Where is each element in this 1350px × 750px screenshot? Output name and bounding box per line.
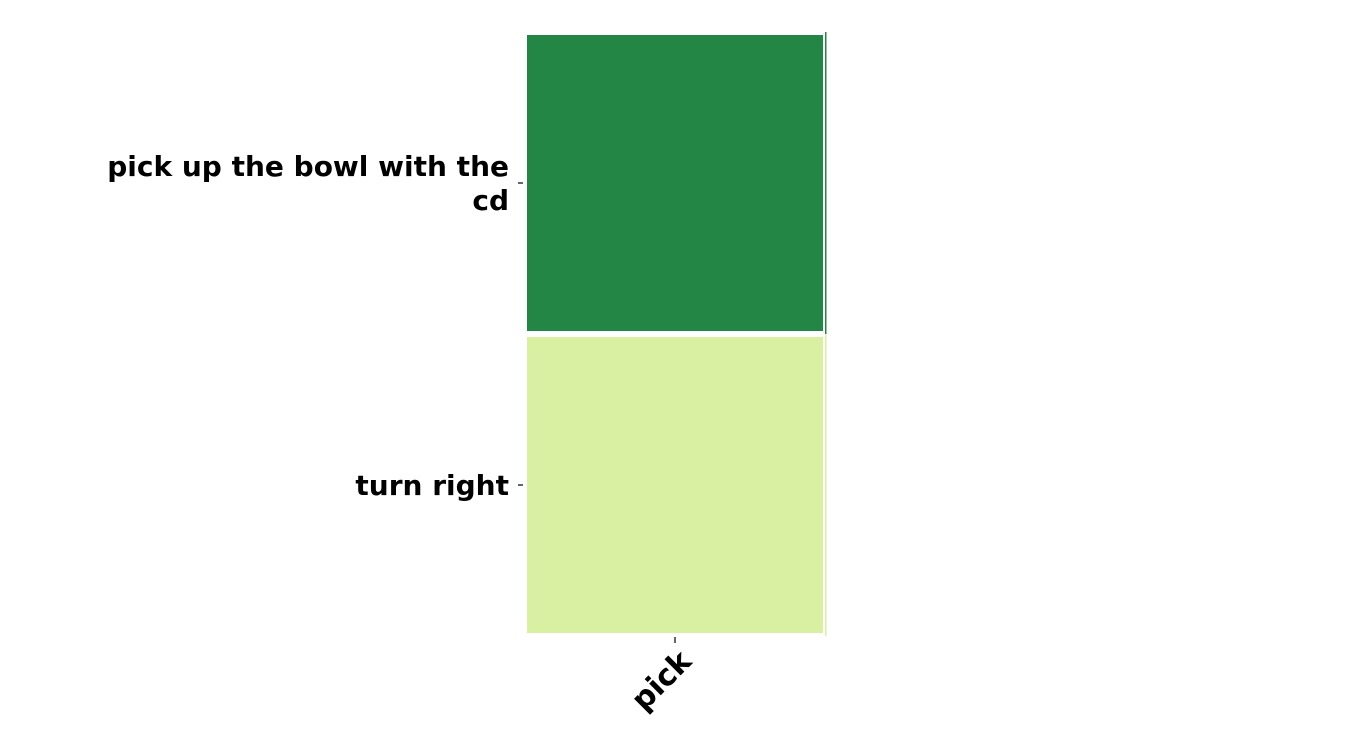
- y-tick-label-1-line-0: turn right: [355, 469, 509, 502]
- ticks-layer: [518, 182, 676, 643]
- y-tick-label-0-line-1: cd: [472, 184, 509, 217]
- heatmap-cell-r1-c0: [527, 337, 823, 633]
- y-tick-label-0-line-0: pick up the bowl with the: [107, 150, 509, 183]
- x-tick-label-0: pick: [625, 643, 700, 718]
- cells-layer: [527, 32, 827, 636]
- heatmap-cell-r0-c0: [527, 35, 823, 331]
- heatmap-cell-edge-r1-c0: [825, 334, 827, 636]
- heatmap-cell-edge-r0-c0: [825, 32, 827, 334]
